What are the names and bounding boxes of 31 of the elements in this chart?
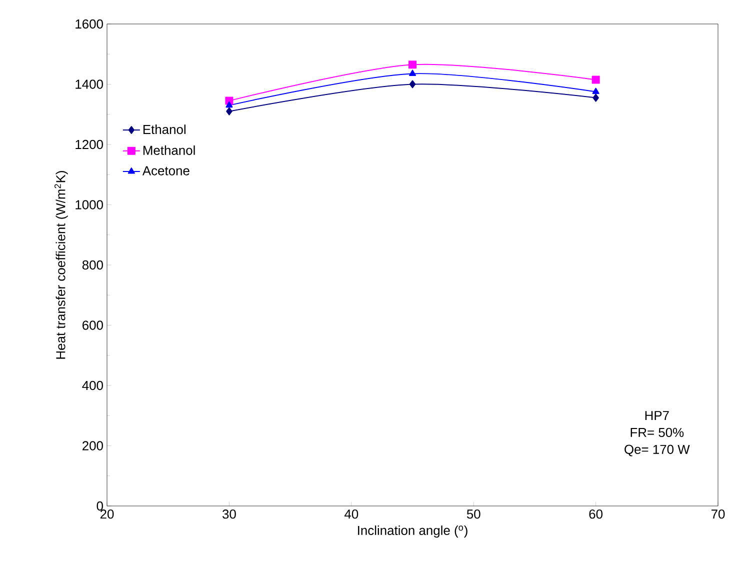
- x-tick-label: 20: [100, 510, 114, 519]
- y-tick-label: 1400: [76, 80, 103, 89]
- annotation: HP7: [645, 411, 669, 420]
- legend-label: Ethanol: [143, 124, 186, 134]
- y-tick-label: 400: [82, 380, 103, 390]
- annotation: FR= 50%: [630, 428, 684, 438]
- point: [226, 107, 232, 116]
- point: [408, 70, 416, 76]
- point: [592, 76, 600, 84]
- x-axis-title: Inclination angle ($^{o}$): [358, 526, 468, 538]
- y-tick-label: 0: [96, 501, 103, 511]
- point: [226, 101, 233, 108]
- x-tick-label: 30: [222, 510, 236, 519]
- y-tick-label: 1200: [76, 140, 103, 150]
- point: [408, 60, 417, 69]
- y-tick-label: 800: [82, 260, 103, 270]
- point: [592, 94, 599, 102]
- y-tick-label: 600: [82, 320, 103, 330]
- y-tick-label: 1600: [76, 19, 103, 29]
- legend-label: Methanol: [143, 145, 195, 155]
- x-tick-label: 60: [589, 510, 603, 519]
- x-tick-label: 40: [344, 510, 358, 519]
- y-tick-label: 200: [82, 441, 103, 450]
- y-axis-title: Heat transfer coefficient (W/m$^{2}$K): [54, 171, 68, 359]
- point: [409, 80, 416, 88]
- y-tick-label: 1000: [76, 200, 103, 210]
- point: [592, 88, 600, 94]
- annotation: Qe= 170 W: [624, 444, 690, 456]
- x-tick-label: 50: [466, 510, 480, 519]
- x-tick-label: 70: [711, 510, 725, 519]
- legend-label: Acetone: [142, 166, 190, 176]
